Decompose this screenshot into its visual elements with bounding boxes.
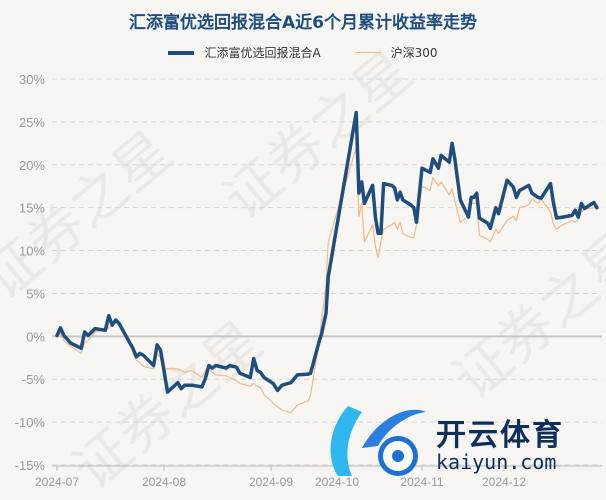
legend-swatch-fund — [168, 50, 195, 55]
series-line-fund — [55, 110, 599, 394]
legend-label-index: 沪深300 — [390, 46, 438, 60]
x-axis-ticks: 2024-07 2024-08 2024-09 2024-10 2024-11 2024-… — [35, 466, 526, 489]
x-tick-label: 2024-12 — [482, 475, 526, 489]
y-tick-label: -15% — [15, 458, 46, 473]
kaiyun-logo: 开云体育 kaiyun.com — [318, 398, 598, 482]
x-tick-label: 2024-09 — [249, 475, 293, 489]
logo-text-cn: 开云体育 — [436, 418, 564, 453]
y-tick-label: 5% — [26, 286, 45, 301]
series-lines — [55, 110, 599, 414]
y-tick-label: 15% — [19, 201, 45, 216]
x-tick-label: 2024-10 — [315, 475, 359, 489]
y-tick-label: 0% — [26, 329, 45, 344]
y-tick-label: 30% — [19, 72, 45, 87]
watermark-text: 证券之星 — [61, 309, 274, 500]
y-tick-label: 10% — [19, 244, 45, 259]
x-tick-label: 2024-07 — [35, 475, 79, 489]
x-tick-label: 2024-08 — [142, 475, 186, 489]
legend-item-fund[interactable]: 汇添富优选回报混合A — [168, 44, 321, 61]
chart-title: 汇添富优选回报混合A近6个月累计收益率走势 — [129, 13, 477, 33]
x-tick-label: 2024-11 — [400, 475, 443, 489]
legend-label-fund: 汇添富优选回报混合A — [204, 46, 321, 60]
watermark-text: 证券之星 — [211, 39, 424, 233]
y-tick-label: 20% — [19, 158, 45, 173]
legend: 汇添富优选回报混合A 沪深300 — [0, 44, 606, 61]
logo-text-en: kaiyun.com — [436, 450, 557, 474]
grid-lines — [52, 78, 602, 467]
y-tick-label: -10% — [15, 415, 46, 430]
y-tick-label: 25% — [19, 115, 45, 130]
y-axis-ticks: 30% 25% 20% 15% 10% 5% 0% -5% -10% -15% — [15, 72, 46, 473]
legend-item-index[interactable]: 沪深300 — [354, 44, 438, 61]
kaiyun-k-logo-icon — [330, 406, 426, 476]
watermark-text: 证券之星 — [441, 219, 606, 413]
watermark-text: 证券之星 — [0, 119, 185, 313]
y-tick-label: -5% — [22, 372, 46, 387]
legend-swatch-index — [354, 52, 381, 53]
